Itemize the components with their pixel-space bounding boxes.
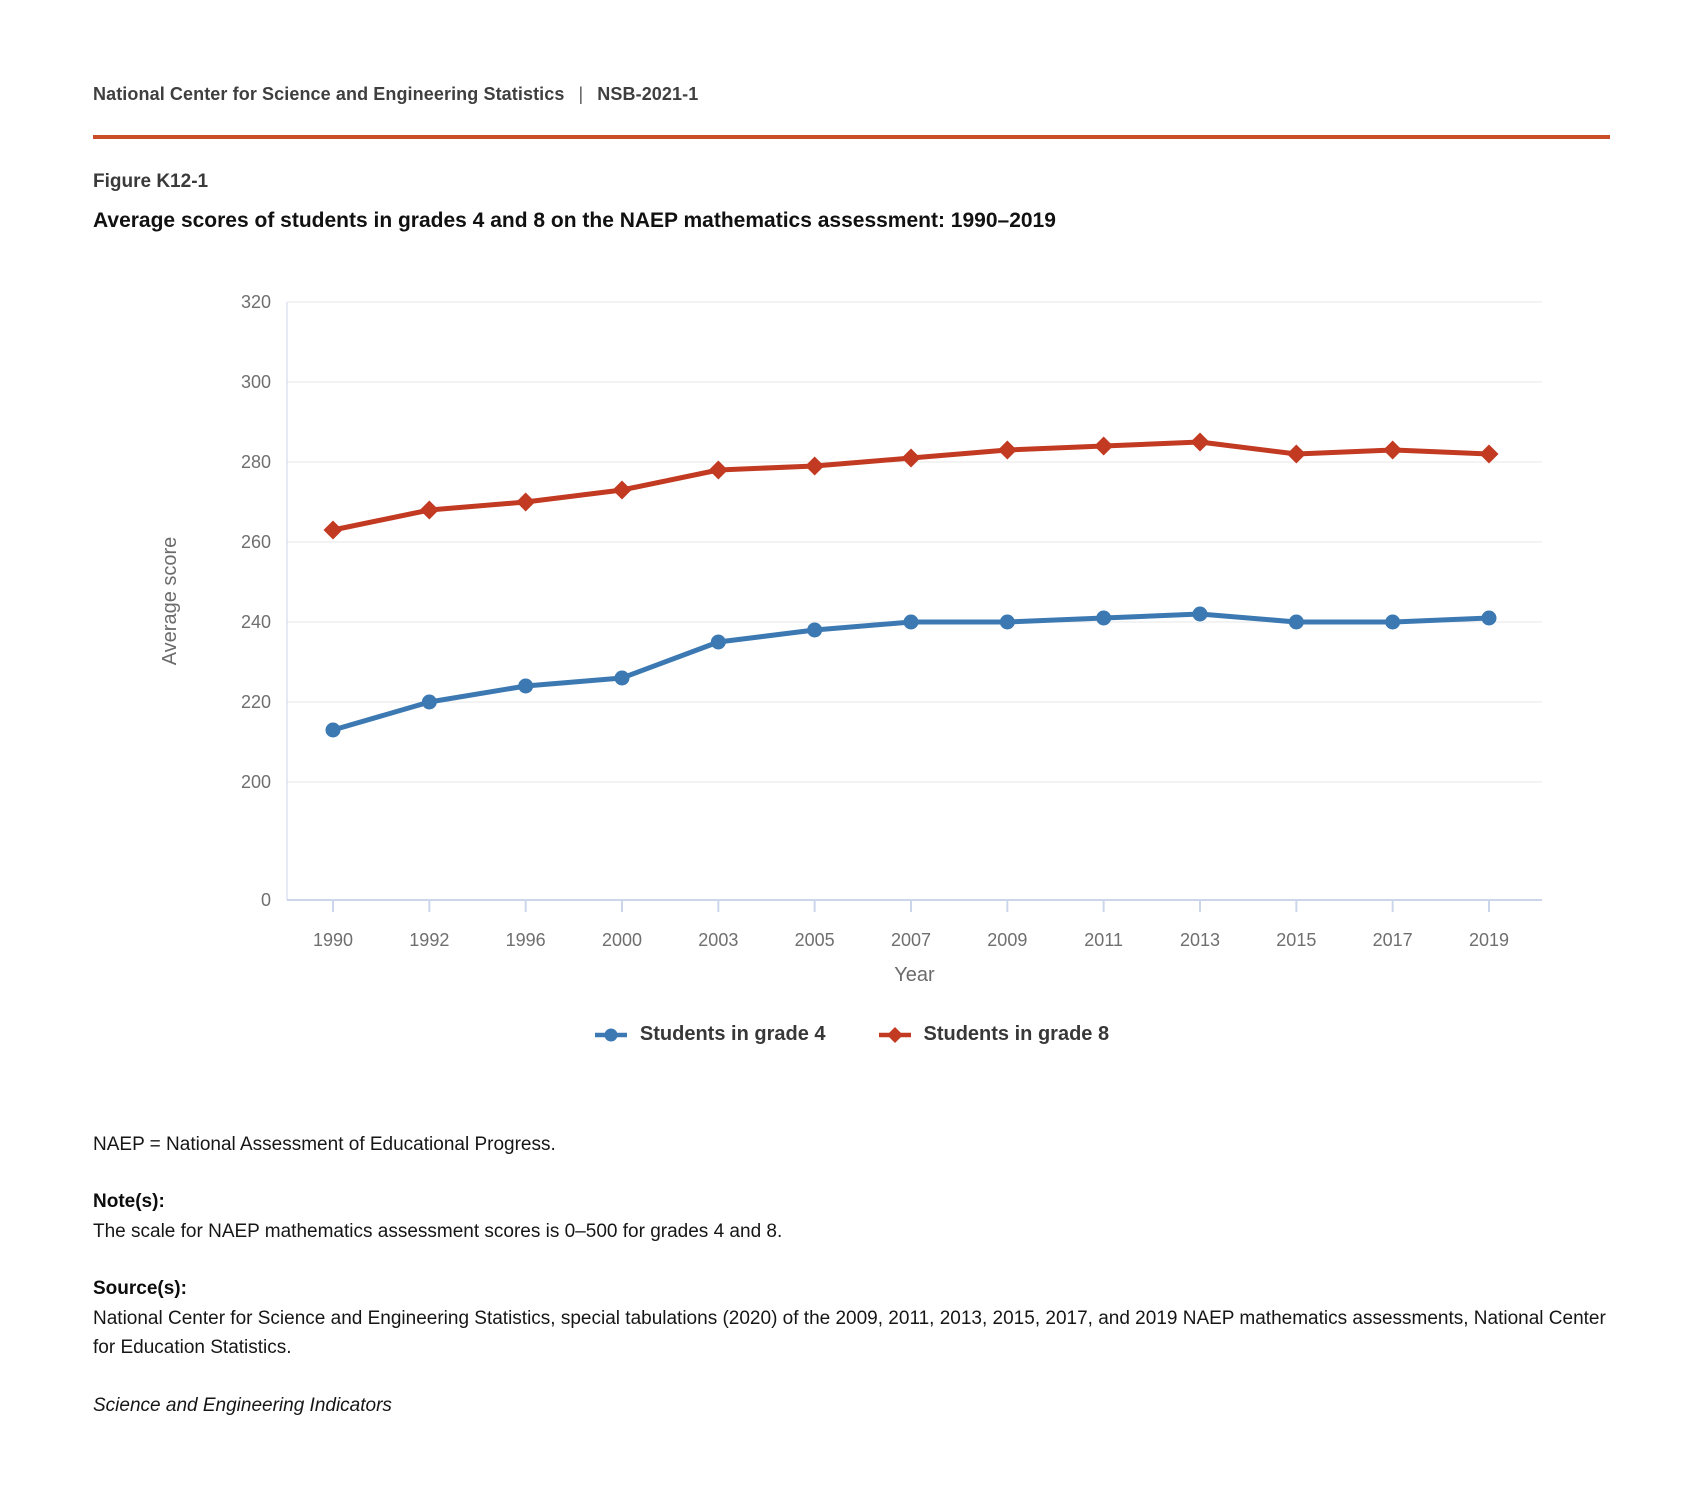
- x-tick-label-1992: 1992: [409, 930, 449, 950]
- data-point-students-in-grade-8-2007: [901, 448, 921, 468]
- page-title: Average scores of students in grades 4 a…: [93, 209, 1056, 232]
- x-tick-label-2003: 2003: [698, 930, 738, 950]
- grade-4-line-marker-icon: [594, 1028, 627, 1041]
- x-tick-label-1996: 1996: [506, 930, 546, 950]
- y-tick-label-240: 240: [241, 612, 271, 632]
- data-point-students-in-grade-8-2017: [1383, 440, 1403, 460]
- notes-text: The scale for NAEP mathematics assessmen…: [93, 1220, 783, 1242]
- x-tick-label-2000: 2000: [602, 930, 642, 950]
- sources-text: National Center for Science and Engineer…: [93, 1307, 1606, 1359]
- x-axis-title: Year: [894, 964, 935, 986]
- notes-label: Note(s):: [93, 1191, 165, 1213]
- data-point-students-in-grade-8-1990: [323, 520, 343, 540]
- y-tick-label-300: 300: [241, 372, 271, 392]
- pipe-separator: |: [578, 84, 584, 104]
- data-point-students-in-grade-4-1990: [325, 722, 341, 738]
- y-axis-title: Average score: [159, 537, 181, 666]
- data-point-students-in-grade-4-1996: [518, 678, 534, 694]
- data-point-students-in-grade-4-1992: [421, 694, 437, 710]
- x-tick-label-2015: 2015: [1276, 930, 1316, 950]
- data-point-students-in-grade-4-2000: [614, 670, 630, 686]
- org-name: National Center for Science and Engineer…: [93, 84, 565, 104]
- data-point-students-in-grade-4-2013: [1192, 606, 1208, 622]
- data-point-students-in-grade-4-2017: [1385, 614, 1401, 630]
- chart-legend: Students in grade 4 Students in grade 8: [93, 1023, 1610, 1046]
- data-point-students-in-grade-8-2003: [708, 460, 728, 480]
- series-line-students-in-grade-4: [330, 611, 1492, 733]
- x-tick-label-2007: 2007: [891, 930, 931, 950]
- footnotes: NAEP = National Assessment of Educationa…: [93, 1130, 1610, 1420]
- accent-rule: [93, 135, 1610, 139]
- y-tick-label-280: 280: [241, 452, 271, 472]
- data-point-students-in-grade-8-2013: [1190, 432, 1210, 452]
- data-point-students-in-grade-8-2005: [805, 456, 825, 476]
- abbreviation-note: NAEP = National Assessment of Educationa…: [93, 1134, 556, 1155]
- data-point-students-in-grade-8-2009: [997, 440, 1017, 460]
- sources-label: Source(s):: [93, 1278, 187, 1300]
- data-point-students-in-grade-8-2015: [1286, 444, 1306, 464]
- y-tick-label-200: 200: [241, 772, 271, 792]
- data-point-students-in-grade-4-2007: [903, 614, 919, 630]
- data-point-students-in-grade-8-2011: [1094, 436, 1114, 456]
- data-point-students-in-grade-4-2003: [710, 634, 726, 650]
- x-tick-label-2013: 2013: [1180, 930, 1220, 950]
- page: National Center for Science and Engineer…: [0, 84, 1700, 1420]
- y-tick-label-260: 260: [241, 532, 271, 552]
- x-tick-label-2019: 2019: [1469, 930, 1509, 950]
- y-tick-label-320: 320: [241, 292, 271, 312]
- legend-item-grade-4[interactable]: Students in grade 4: [594, 1023, 826, 1046]
- data-point-students-in-grade-8-2000: [612, 480, 632, 500]
- grade-8-line-marker-icon: [878, 1026, 911, 1043]
- brand-header: National Center for Science and Engineer…: [93, 84, 1610, 105]
- legend-label-grade-4: Students in grade 4: [639, 1023, 826, 1045]
- y-tick-label-220: 220: [241, 692, 271, 712]
- data-point-students-in-grade-4-2005: [807, 622, 823, 638]
- data-point-students-in-grade-4-2019: [1481, 610, 1497, 626]
- data-point-students-in-grade-8-2019: [1479, 444, 1499, 464]
- x-tick-label-2005: 2005: [795, 930, 835, 950]
- data-point-students-in-grade-8-1992: [419, 500, 439, 520]
- x-tick-label-1990: 1990: [313, 930, 353, 950]
- x-tick-label-2009: 2009: [987, 930, 1027, 950]
- report-id: NSB-2021-1: [597, 84, 699, 104]
- x-tick-label-2017: 2017: [1373, 930, 1413, 950]
- legend-label-grade-8: Students in grade 8: [923, 1023, 1110, 1045]
- legend-item-grade-8[interactable]: Students in grade 8: [878, 1023, 1110, 1046]
- y-tick-label-0: 0: [261, 890, 271, 910]
- data-point-students-in-grade-4-2011: [1096, 610, 1112, 626]
- chart-area: 0 200 220 240 260 280 300 320 1990 1992 1996 2000 20…: [0, 249, 1700, 989]
- data-point-students-in-grade-8-1996: [516, 492, 536, 512]
- data-point-students-in-grade-4-2009: [999, 614, 1015, 630]
- figure-label: Figure K12-1: [93, 171, 209, 192]
- data-point-students-in-grade-4-2015: [1288, 614, 1304, 630]
- x-tick-label-2011: 2011: [1084, 930, 1123, 950]
- publication-name: Science and Engineering Indicators: [93, 1394, 392, 1416]
- chart: 0 200 220 240 260 280 300 320 1990 1992 1996 2000 20…: [159, 292, 1542, 986]
